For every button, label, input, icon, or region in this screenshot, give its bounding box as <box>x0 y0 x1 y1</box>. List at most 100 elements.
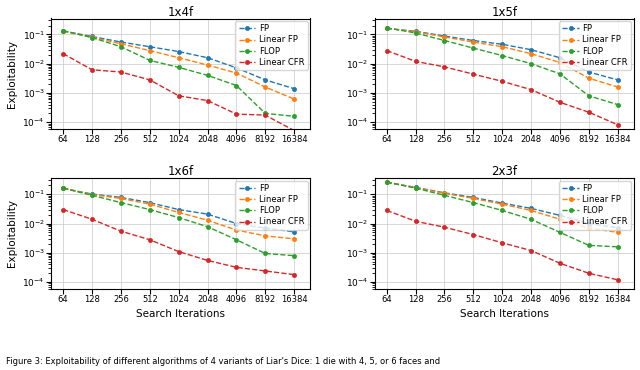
FP <box>383 26 390 31</box>
FLOP <box>499 208 506 213</box>
FLOP <box>527 217 535 222</box>
FP <box>88 34 96 39</box>
FP <box>614 78 621 82</box>
Line: FP: FP <box>61 29 296 91</box>
FLOP <box>232 238 240 242</box>
Linear FP <box>291 97 298 101</box>
Y-axis label: Exploitability: Exploitability <box>7 199 17 268</box>
Linear CFR <box>556 261 564 266</box>
Line: Linear FP: Linear FP <box>61 186 296 241</box>
Title: 2x3f: 2x3f <box>491 165 517 178</box>
FP <box>146 201 154 205</box>
Line: Linear CFR: Linear CFR <box>385 208 620 282</box>
Linear FP <box>383 180 390 184</box>
FP <box>204 56 211 60</box>
X-axis label: Search Iterations: Search Iterations <box>136 309 225 319</box>
Line: FP: FP <box>385 26 620 82</box>
Linear FP <box>440 191 448 195</box>
Linear FP <box>499 202 506 206</box>
FLOP <box>470 46 477 50</box>
FLOP <box>585 243 593 248</box>
Legend: FP, Linear FP, FLOP, Linear CFR: FP, Linear FP, FLOP, Linear CFR <box>559 21 631 70</box>
Legend: FP, Linear FP, FLOP, Linear CFR: FP, Linear FP, FLOP, Linear CFR <box>559 181 631 230</box>
FP <box>440 191 448 195</box>
Linear FP <box>232 228 240 232</box>
Linear FP <box>527 51 535 56</box>
FLOP <box>291 114 298 118</box>
Linear FP <box>556 60 564 65</box>
Linear FP <box>117 196 125 201</box>
Linear CFR <box>527 248 535 253</box>
Line: Linear CFR: Linear CFR <box>61 51 296 133</box>
FLOP <box>60 186 67 191</box>
Linear CFR <box>383 208 390 213</box>
FP <box>585 70 593 74</box>
FLOP <box>470 201 477 205</box>
Linear CFR <box>175 249 182 254</box>
FLOP <box>117 201 125 205</box>
Linear FP <box>175 210 182 215</box>
Linear FP <box>88 192 96 197</box>
Linear FP <box>470 40 477 44</box>
FLOP <box>204 225 211 229</box>
FP <box>204 212 211 216</box>
FP <box>499 201 506 205</box>
Linear FP <box>412 30 419 34</box>
FLOP <box>88 193 96 198</box>
FLOP <box>175 215 182 220</box>
Linear FP <box>204 63 211 67</box>
Linear CFR <box>117 70 125 74</box>
FLOP <box>614 245 621 249</box>
FP <box>117 40 125 44</box>
FLOP <box>261 251 269 256</box>
Linear CFR <box>585 110 593 114</box>
FP <box>175 207 182 212</box>
Title: 1x6f: 1x6f <box>168 165 194 178</box>
X-axis label: Search Iterations: Search Iterations <box>460 309 548 319</box>
Legend: FP, Linear FP, FLOP, Linear CFR: FP, Linear FP, FLOP, Linear CFR <box>236 21 308 70</box>
Linear CFR <box>614 122 621 127</box>
Linear CFR <box>470 232 477 237</box>
Linear CFR <box>440 225 448 229</box>
Line: Linear CFR: Linear CFR <box>61 208 296 277</box>
FLOP <box>499 53 506 58</box>
Linear FP <box>440 35 448 39</box>
FP <box>232 65 240 70</box>
FLOP <box>412 31 419 35</box>
Linear FP <box>146 202 154 206</box>
FLOP <box>291 253 298 258</box>
FLOP <box>146 207 154 212</box>
FP <box>556 213 564 218</box>
FP <box>499 42 506 47</box>
Linear CFR <box>412 219 419 223</box>
Linear CFR <box>585 271 593 276</box>
FP <box>261 226 269 230</box>
Linear FP <box>614 85 621 89</box>
FLOP <box>556 230 564 235</box>
Linear CFR <box>88 68 96 72</box>
Linear FP <box>527 208 535 213</box>
FLOP <box>261 111 269 116</box>
Linear CFR <box>499 79 506 84</box>
Linear FP <box>291 237 298 241</box>
Linear FP <box>585 226 593 230</box>
Linear FP <box>261 85 269 89</box>
Linear FP <box>585 76 593 80</box>
FLOP <box>585 94 593 98</box>
FLOP <box>556 72 564 76</box>
FP <box>527 47 535 52</box>
Title: 1x5f: 1x5f <box>491 6 517 18</box>
FP <box>412 29 419 34</box>
FLOP <box>383 180 390 184</box>
Linear FP <box>175 56 182 60</box>
Linear CFR <box>60 51 67 56</box>
Line: FLOP: FLOP <box>61 28 296 118</box>
FLOP <box>614 102 621 107</box>
FP <box>527 206 535 211</box>
Linear FP <box>232 71 240 75</box>
FP <box>291 87 298 91</box>
Linear FP <box>204 218 211 222</box>
Linear CFR <box>232 265 240 269</box>
Text: Figure 3: Exploitability of different algorithms of 4 variants of Liar's Dice: 1: Figure 3: Exploitability of different al… <box>6 357 440 366</box>
FP <box>88 192 96 196</box>
